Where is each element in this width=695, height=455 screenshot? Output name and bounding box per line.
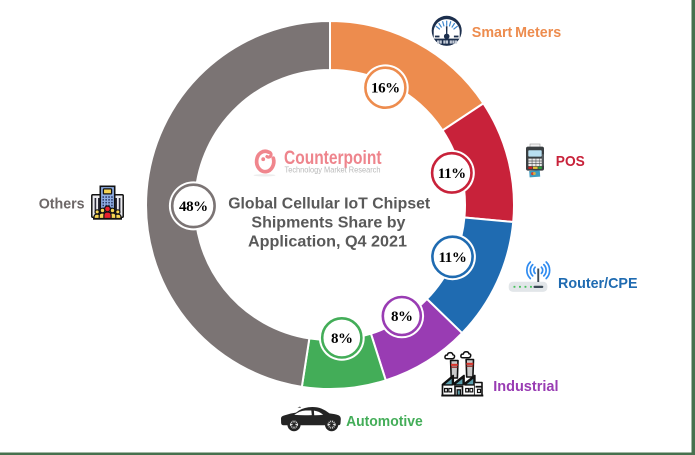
svg-text:Others: Others (39, 196, 85, 213)
svg-text:Global Cellular IoT Chipset: Global Cellular IoT Chipset (228, 195, 431, 212)
svg-text:8%: 8% (331, 331, 353, 347)
svg-text:Automotive: Automotive (346, 413, 423, 430)
svg-text:16%: 16% (371, 81, 400, 97)
svg-text:POS: POS (556, 153, 585, 170)
svg-text:Technology Market Research: Technology Market Research (285, 165, 381, 175)
svg-text:48%: 48% (179, 199, 208, 215)
svg-text:11%: 11% (438, 166, 466, 182)
svg-text:11%: 11% (439, 250, 467, 266)
svg-text:Smart Meters: Smart Meters (472, 24, 561, 41)
svg-text:8%: 8% (391, 309, 413, 325)
svg-text:Router/CPE: Router/CPE (558, 275, 638, 292)
svg-text:Industrial: Industrial (493, 378, 558, 395)
svg-text:Application, Q4 2021: Application, Q4 2021 (248, 233, 407, 250)
svg-text:Shipments Share by: Shipments Share by (251, 214, 405, 231)
svg-text:Counterpoint: Counterpoint (284, 147, 382, 169)
